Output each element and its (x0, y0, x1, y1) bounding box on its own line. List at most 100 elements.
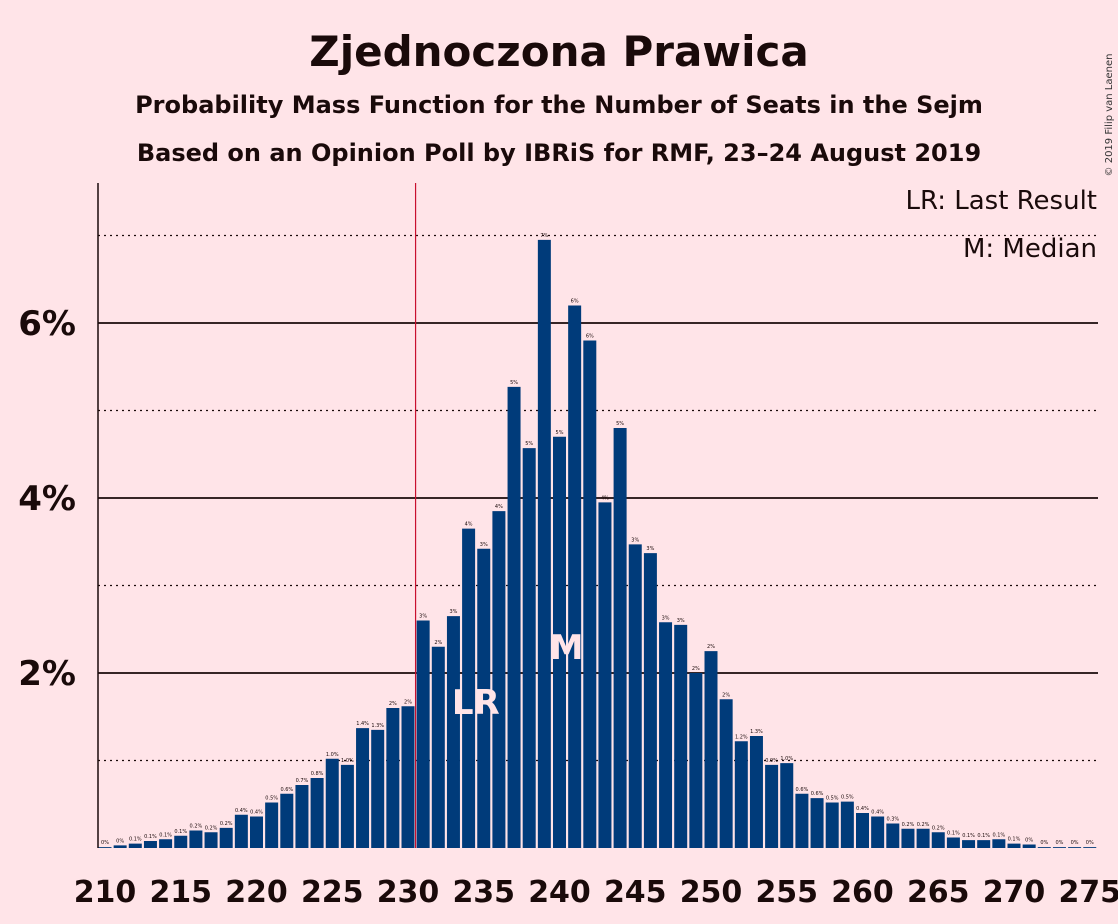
x-tick-label: 255 (755, 875, 818, 910)
y-tick-label: 6% (18, 304, 76, 344)
x-tick-label: 240 (528, 875, 591, 910)
bar-label-274: 0% (1071, 840, 1079, 846)
bar-246 (643, 553, 657, 848)
bar-label-267: 0.1% (962, 833, 975, 839)
x-tick-label: 250 (680, 875, 743, 910)
bar-222 (280, 793, 294, 848)
bar-label-213: 0.1% (144, 834, 157, 840)
bar-label-236: 4% (495, 504, 503, 510)
bar-label-266: 0.1% (947, 831, 960, 837)
bar-269 (992, 839, 1006, 848)
bar-label-243: 4% (601, 495, 609, 501)
bar-232 (431, 646, 445, 848)
bar-label-250: 2% (707, 644, 715, 650)
bar-273 (1052, 847, 1066, 848)
bar-263 (901, 828, 915, 848)
bar-label-275: 0% (1086, 840, 1094, 846)
bar-label-269: 0.1% (992, 832, 1005, 838)
bar-labels: 0% 0% 0.1% 0.1% 0.1%0.1%0.2% 0.2%0.2%0.4% 0.4%… (101, 233, 1094, 846)
bar-235 (477, 548, 491, 848)
bar-label-227: 1.4% (356, 721, 369, 727)
x-tick-label: 265 (907, 875, 970, 910)
bar-label-263: 0.2% (902, 822, 915, 828)
bar-label-231: 3% (419, 614, 427, 620)
bar-label-270: 0.1% (1008, 837, 1021, 843)
bar-label-273: 0% (1055, 840, 1063, 846)
bar-label-214: 0.1% (159, 832, 172, 838)
bars (98, 239, 1097, 848)
x-tick-label: 235 (452, 875, 515, 910)
bar-label-248: 3% (677, 618, 685, 624)
bar-234 (462, 528, 476, 848)
bar-244 (613, 428, 627, 848)
bar-267 (962, 840, 976, 848)
bar-label-245: 3% (631, 537, 639, 543)
bar-258 (825, 802, 839, 848)
x-tick-label: 245 (604, 875, 667, 910)
bar-214 (159, 839, 173, 848)
bar-217 (204, 832, 218, 848)
bar-label-216: 0.2% (190, 824, 203, 830)
chart-subtitle-1: Probability Mass Function for the Number… (135, 91, 983, 119)
bar-251 (719, 699, 733, 848)
copyright-notice: © 2019 Filip van Laenen (1104, 54, 1115, 177)
bar-229 (386, 708, 400, 848)
bar-label-257: 0.6% (811, 791, 824, 797)
bar-240 (553, 436, 566, 848)
bar-270 (1007, 843, 1021, 848)
bar-label-246: 3% (646, 546, 654, 552)
bar-216 (189, 830, 203, 848)
bar-label-255: 1.0% (780, 756, 793, 762)
bar-252 (734, 741, 748, 848)
bar-label-259: 0.5% (841, 795, 854, 801)
legend-last-result: LR: Last Result (905, 186, 1097, 216)
bar-261 (871, 816, 885, 848)
bar-265 (931, 832, 945, 848)
bar-250 (704, 651, 718, 848)
bar-226 (340, 764, 354, 848)
bar-243 (598, 502, 612, 848)
bar-242 (583, 340, 597, 848)
x-tick-label: 225 (301, 875, 364, 910)
bar-label-219: 0.4% (235, 808, 248, 814)
chart-title: Zjednoczona Prawica (309, 27, 809, 76)
bar-label-218: 0.2% (220, 821, 233, 827)
bar-213 (143, 841, 157, 848)
x-tick-labels: 210 215 220 225 230 235 240 245 250 255 260 265 270 2… (74, 875, 1118, 910)
bar-264 (916, 828, 930, 848)
bar-label-251: 2% (722, 692, 730, 698)
bar-label-224: 0.8% (311, 771, 324, 777)
bar-label-242: 6% (586, 334, 594, 340)
bar-257 (810, 798, 824, 848)
bar-241 (568, 305, 582, 848)
bar-label-264: 0.2% (917, 822, 930, 828)
bar-label-232: 2% (434, 640, 442, 646)
bar-label-233: 3% (449, 609, 457, 615)
bar-237 (507, 386, 521, 848)
y-tick-labels: 2% 4% 6% (18, 304, 76, 694)
bar-248 (674, 624, 688, 848)
bar-label-226: 1.0% (341, 758, 354, 764)
bar-label-268: 0.1% (977, 833, 990, 839)
bar-label-272: 0% (1040, 840, 1048, 846)
x-tick-label: 260 (831, 875, 894, 910)
bar-label-252: 1.2% (735, 734, 748, 740)
bar-210 (98, 847, 112, 848)
bar-label-265: 0.2% (932, 825, 945, 831)
bar-label-258: 0.5% (826, 796, 839, 802)
bar-228 (371, 729, 385, 848)
gridlines (98, 234, 1098, 762)
bar-254 (765, 764, 779, 848)
bar-259 (840, 801, 854, 848)
bar-label-254: 0.9% (765, 758, 778, 764)
bar-label-256: 0.6% (796, 787, 809, 793)
bar-label-234: 4% (465, 522, 473, 528)
bar-253 (749, 736, 763, 848)
bar-label-225: 1.0% (326, 752, 339, 758)
bar-256 (795, 793, 809, 848)
bar-223 (295, 785, 309, 848)
bar-247 (659, 622, 673, 848)
x-tick-label: 210 (74, 875, 137, 910)
bar-label-230: 2% (404, 699, 412, 705)
